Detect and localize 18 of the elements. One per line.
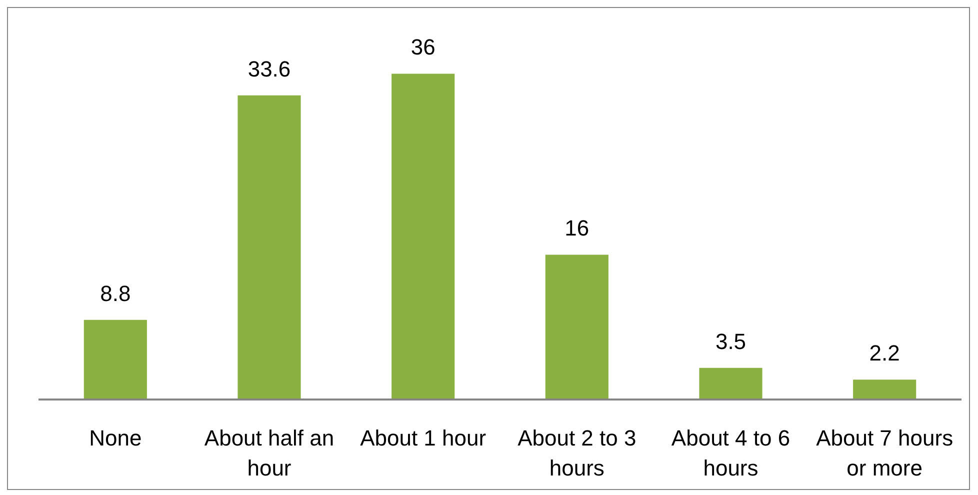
data-label: 16 bbox=[564, 216, 590, 241]
data-label: 33.6 bbox=[248, 56, 291, 82]
bar bbox=[238, 95, 301, 400]
bar bbox=[545, 254, 608, 400]
data-label: 2.2 bbox=[869, 340, 900, 366]
data-label: 3.5 bbox=[715, 328, 746, 354]
bar bbox=[84, 320, 147, 400]
bar bbox=[699, 368, 762, 400]
x-tick-label: About 2 to 3 hours bbox=[518, 426, 636, 480]
data-label: 8.8 bbox=[100, 280, 131, 306]
x-tick-label: About half an hour bbox=[204, 426, 334, 480]
bar bbox=[853, 380, 916, 400]
x-tick-label: About 7 hours or more bbox=[816, 426, 954, 480]
bar bbox=[392, 74, 455, 400]
data-label: 36 bbox=[410, 34, 436, 60]
x-tick-label: None bbox=[89, 426, 142, 450]
x-tick-label: About 4 to 6 hours bbox=[671, 426, 790, 480]
x-tick-label: About 1 hour bbox=[360, 426, 486, 450]
